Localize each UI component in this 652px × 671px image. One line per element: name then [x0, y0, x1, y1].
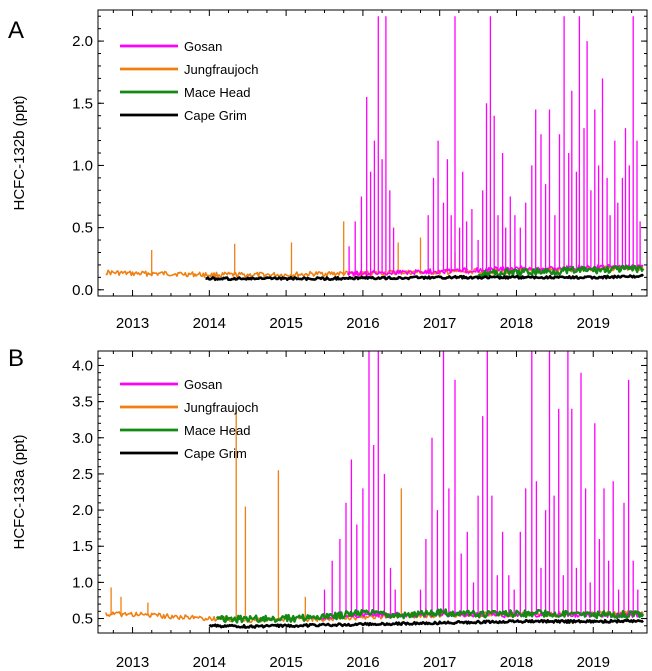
series-gosan	[346, 16, 644, 277]
legend-label: Mace Head	[184, 423, 250, 438]
y-tick-label: 2.0	[72, 33, 93, 50]
x-tick-label: 2018	[500, 315, 533, 332]
series-line	[208, 618, 644, 629]
series-line	[477, 264, 645, 279]
legend-label: Jungfraujoch	[184, 400, 258, 415]
series-line	[104, 610, 644, 623]
series-mace-head	[477, 264, 645, 279]
y-tick-label: 1.0	[72, 574, 93, 591]
y-tick-label: 1.5	[72, 95, 93, 112]
series-line	[205, 273, 645, 282]
legend: Gosan Jungfraujoch Mace Head Cape Grim	[120, 39, 258, 123]
y-tick-label: 0.5	[72, 611, 93, 628]
series-cape-grim	[208, 618, 644, 629]
x-tick-label: 2016	[346, 654, 379, 671]
x-tick-label: 2015	[269, 315, 302, 332]
x-tick-label: 2019	[577, 654, 610, 671]
x-tick-label: 2014	[193, 315, 226, 332]
legend-label: Cape Grim	[184, 446, 247, 461]
chart-panel-a: 2013 2014 2015 2016 2017 2018 2019 0.0 0.5 1.0 1.5…	[11, 9, 648, 332]
series-mace-head	[215, 608, 645, 624]
y-tick-label: 3.0	[72, 430, 93, 447]
chart-panel-b: 2013 2014 2015 2016 2017 2018 2019 0.5 1.0 1.5 2.0…	[11, 350, 648, 671]
x-tick-label: 2017	[423, 654, 456, 671]
y-tick-label: 4.0	[72, 357, 93, 374]
legend-label: Mace Head	[184, 85, 250, 100]
series-gosan	[320, 351, 644, 621]
legend-label: Cape Grim	[184, 108, 247, 123]
legend-label: Gosan	[184, 39, 222, 54]
y-tick-label: 3.5	[72, 394, 93, 411]
y-axis-title: HCFC-132b (ppt)	[11, 95, 28, 210]
x-tick-label: 2019	[577, 315, 610, 332]
x-tick-label: 2015	[269, 654, 302, 671]
legend: Gosan Jungfraujoch Mace Head Cape Grim	[120, 377, 258, 461]
y-tick-label: 0.5	[72, 220, 93, 237]
series-line	[215, 608, 645, 624]
x-tick-label: 2018	[500, 654, 533, 671]
x-tick-label: 2017	[423, 315, 456, 332]
plot-frame	[97, 350, 648, 634]
y-tick-label: 2.0	[72, 502, 93, 519]
y-tick-label: 2.5	[72, 466, 93, 483]
y-tick-label: 1.5	[72, 538, 93, 555]
y-tick-label: 0.0	[72, 282, 93, 299]
panel-letter-b: B	[8, 345, 24, 372]
panel-letter-a: A	[8, 17, 24, 44]
x-tick-label: 2013	[116, 654, 149, 671]
series-jungfraujoch	[104, 408, 644, 623]
x-tick-label: 2014	[193, 654, 226, 671]
x-tick-label: 2016	[346, 315, 379, 332]
legend-label: Gosan	[184, 377, 222, 392]
series-cape-grim	[205, 273, 645, 282]
y-tick-label: 1.0	[72, 157, 93, 174]
y-axis-title: HCFC-133a (ppt)	[11, 434, 28, 549]
legend-label: Jungfraujoch	[184, 62, 258, 77]
x-tick-label: 2013	[116, 315, 149, 332]
